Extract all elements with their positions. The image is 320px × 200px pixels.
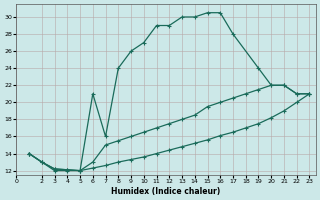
X-axis label: Humidex (Indice chaleur): Humidex (Indice chaleur) xyxy=(111,187,221,196)
